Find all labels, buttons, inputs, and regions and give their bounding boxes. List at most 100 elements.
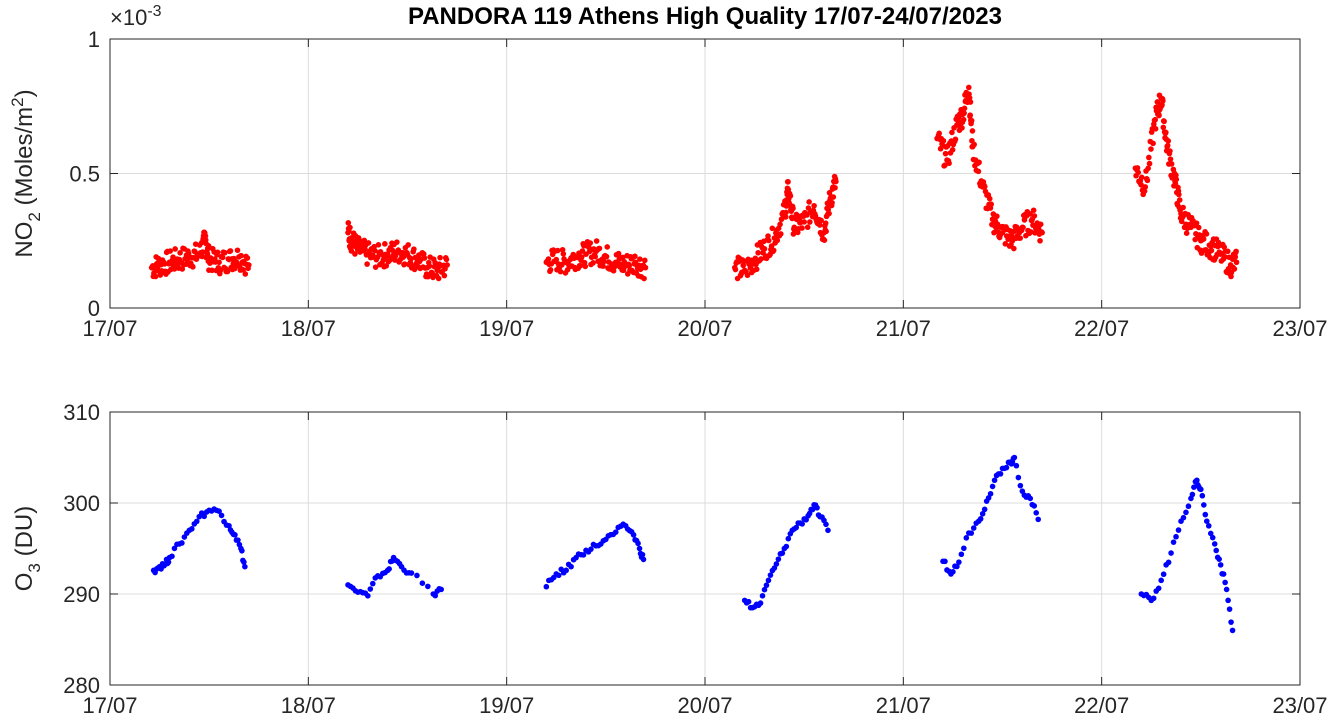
data-point-fill [1201,502,1207,508]
figure-title: PANDORA 119 Athens High Quality 17/07-24… [408,3,1002,30]
data-point-fill [1013,462,1020,469]
data-point-fill [559,246,566,253]
data-point [553,256,560,263]
data-point-fill [1203,231,1210,237]
data-point-fill [590,260,596,266]
data-point-fill [1021,217,1028,223]
data-point-fill [1175,527,1182,533]
data-point-fill [401,261,408,267]
y-tick-label: 290 [63,582,100,607]
data-point-fill [1031,503,1038,509]
data-point [1027,495,1034,502]
data-point [636,545,643,552]
data-point-fill [942,162,948,169]
data-point-fill [632,253,638,260]
x-tick-label: 23/07 [1272,316,1327,341]
data-point-fill [1017,235,1024,241]
data-point-fill [386,566,392,572]
data-point [1168,550,1174,556]
data-point-fill [1163,129,1169,136]
data-point-fill [777,221,783,228]
data-point-fill [559,262,565,268]
data-point-fill [1173,533,1179,540]
data-point [642,264,649,271]
x-tick-label: 17/07 [82,693,137,718]
data-point-fill [172,246,178,252]
data-point-fill [593,238,600,244]
data-point-fill [814,504,820,511]
data-point-fill [592,253,599,260]
data-point-fill [790,205,796,212]
data-point-fill [1037,237,1043,244]
data-point-fill [1224,248,1231,255]
data-point-fill [968,530,975,536]
data-point [773,561,780,567]
data-point-fill [1028,229,1034,235]
data-point-fill [432,592,439,599]
data-point-fill [1144,177,1151,184]
data-point-fill [745,598,752,605]
data-point-fill [391,257,398,263]
data-point-fill [1167,148,1173,154]
data-point-fill [969,128,976,134]
data-point-fill [1176,197,1183,203]
data-point-fill [1160,97,1166,104]
data-point-fill [167,248,174,254]
data-point-fill [767,572,774,578]
data-point-fill [1002,241,1009,247]
y-tick-label: 310 [63,400,100,425]
data-point-fill [1164,142,1171,149]
data-point-fill [1195,224,1202,231]
data-point-fill [806,199,812,205]
data-point-fill [961,545,967,552]
data-point-fill [981,183,988,190]
data-point-fill [372,247,378,254]
data-point [1211,541,1218,547]
data-point-fill [793,524,800,531]
data-point [1223,586,1230,593]
data-point-fill [777,231,784,237]
data-point-fill [615,250,622,257]
data-point-fill [221,249,228,256]
data-point-fill [975,168,982,175]
data-point-fill [367,586,374,592]
data-point-fill [227,248,234,254]
data-point-fill [179,266,186,272]
data-point-fill [765,237,772,244]
x-tick-label: 19/07 [479,316,534,341]
data-point-fill [942,150,949,157]
data-point-fill [426,263,433,269]
data-point-fill [171,545,178,552]
data-point [246,262,252,268]
data-point-fill [1222,254,1228,260]
data-point-fill [1134,165,1141,171]
data-point [232,532,238,538]
data-point-fill [949,147,956,153]
x-tick-label: 21/07 [876,316,931,341]
data-point-fill [1228,619,1234,625]
data-point-fill [807,219,813,225]
data-point-fill [732,266,739,273]
data-point-fill [408,255,414,262]
data-point-fill [1155,585,1162,592]
data-point-fill [1027,211,1033,217]
data-point [1229,627,1236,634]
o3-plot: 17/07 18/07 19/07 20/07 21/07 22/07 23/07 280 29… [11,400,1328,718]
x-tick-label: 19/07 [479,693,534,718]
data-point-fill [818,217,824,224]
data-point-fill [169,553,175,560]
data-point-fill [1202,511,1209,518]
data-point-fill [244,255,251,261]
data-point-fill [204,251,211,257]
data-point-fill [405,242,412,248]
data-point-fill [783,209,789,216]
data-point-fill [242,271,249,277]
data-point-fill [1220,571,1227,577]
data-point-fill [547,266,554,273]
data-point-fill [152,273,159,280]
data-point [1158,577,1164,584]
data-point [365,593,371,599]
data-point-fill [435,275,442,282]
data-point [825,527,831,534]
data-point-fill [994,213,1000,220]
